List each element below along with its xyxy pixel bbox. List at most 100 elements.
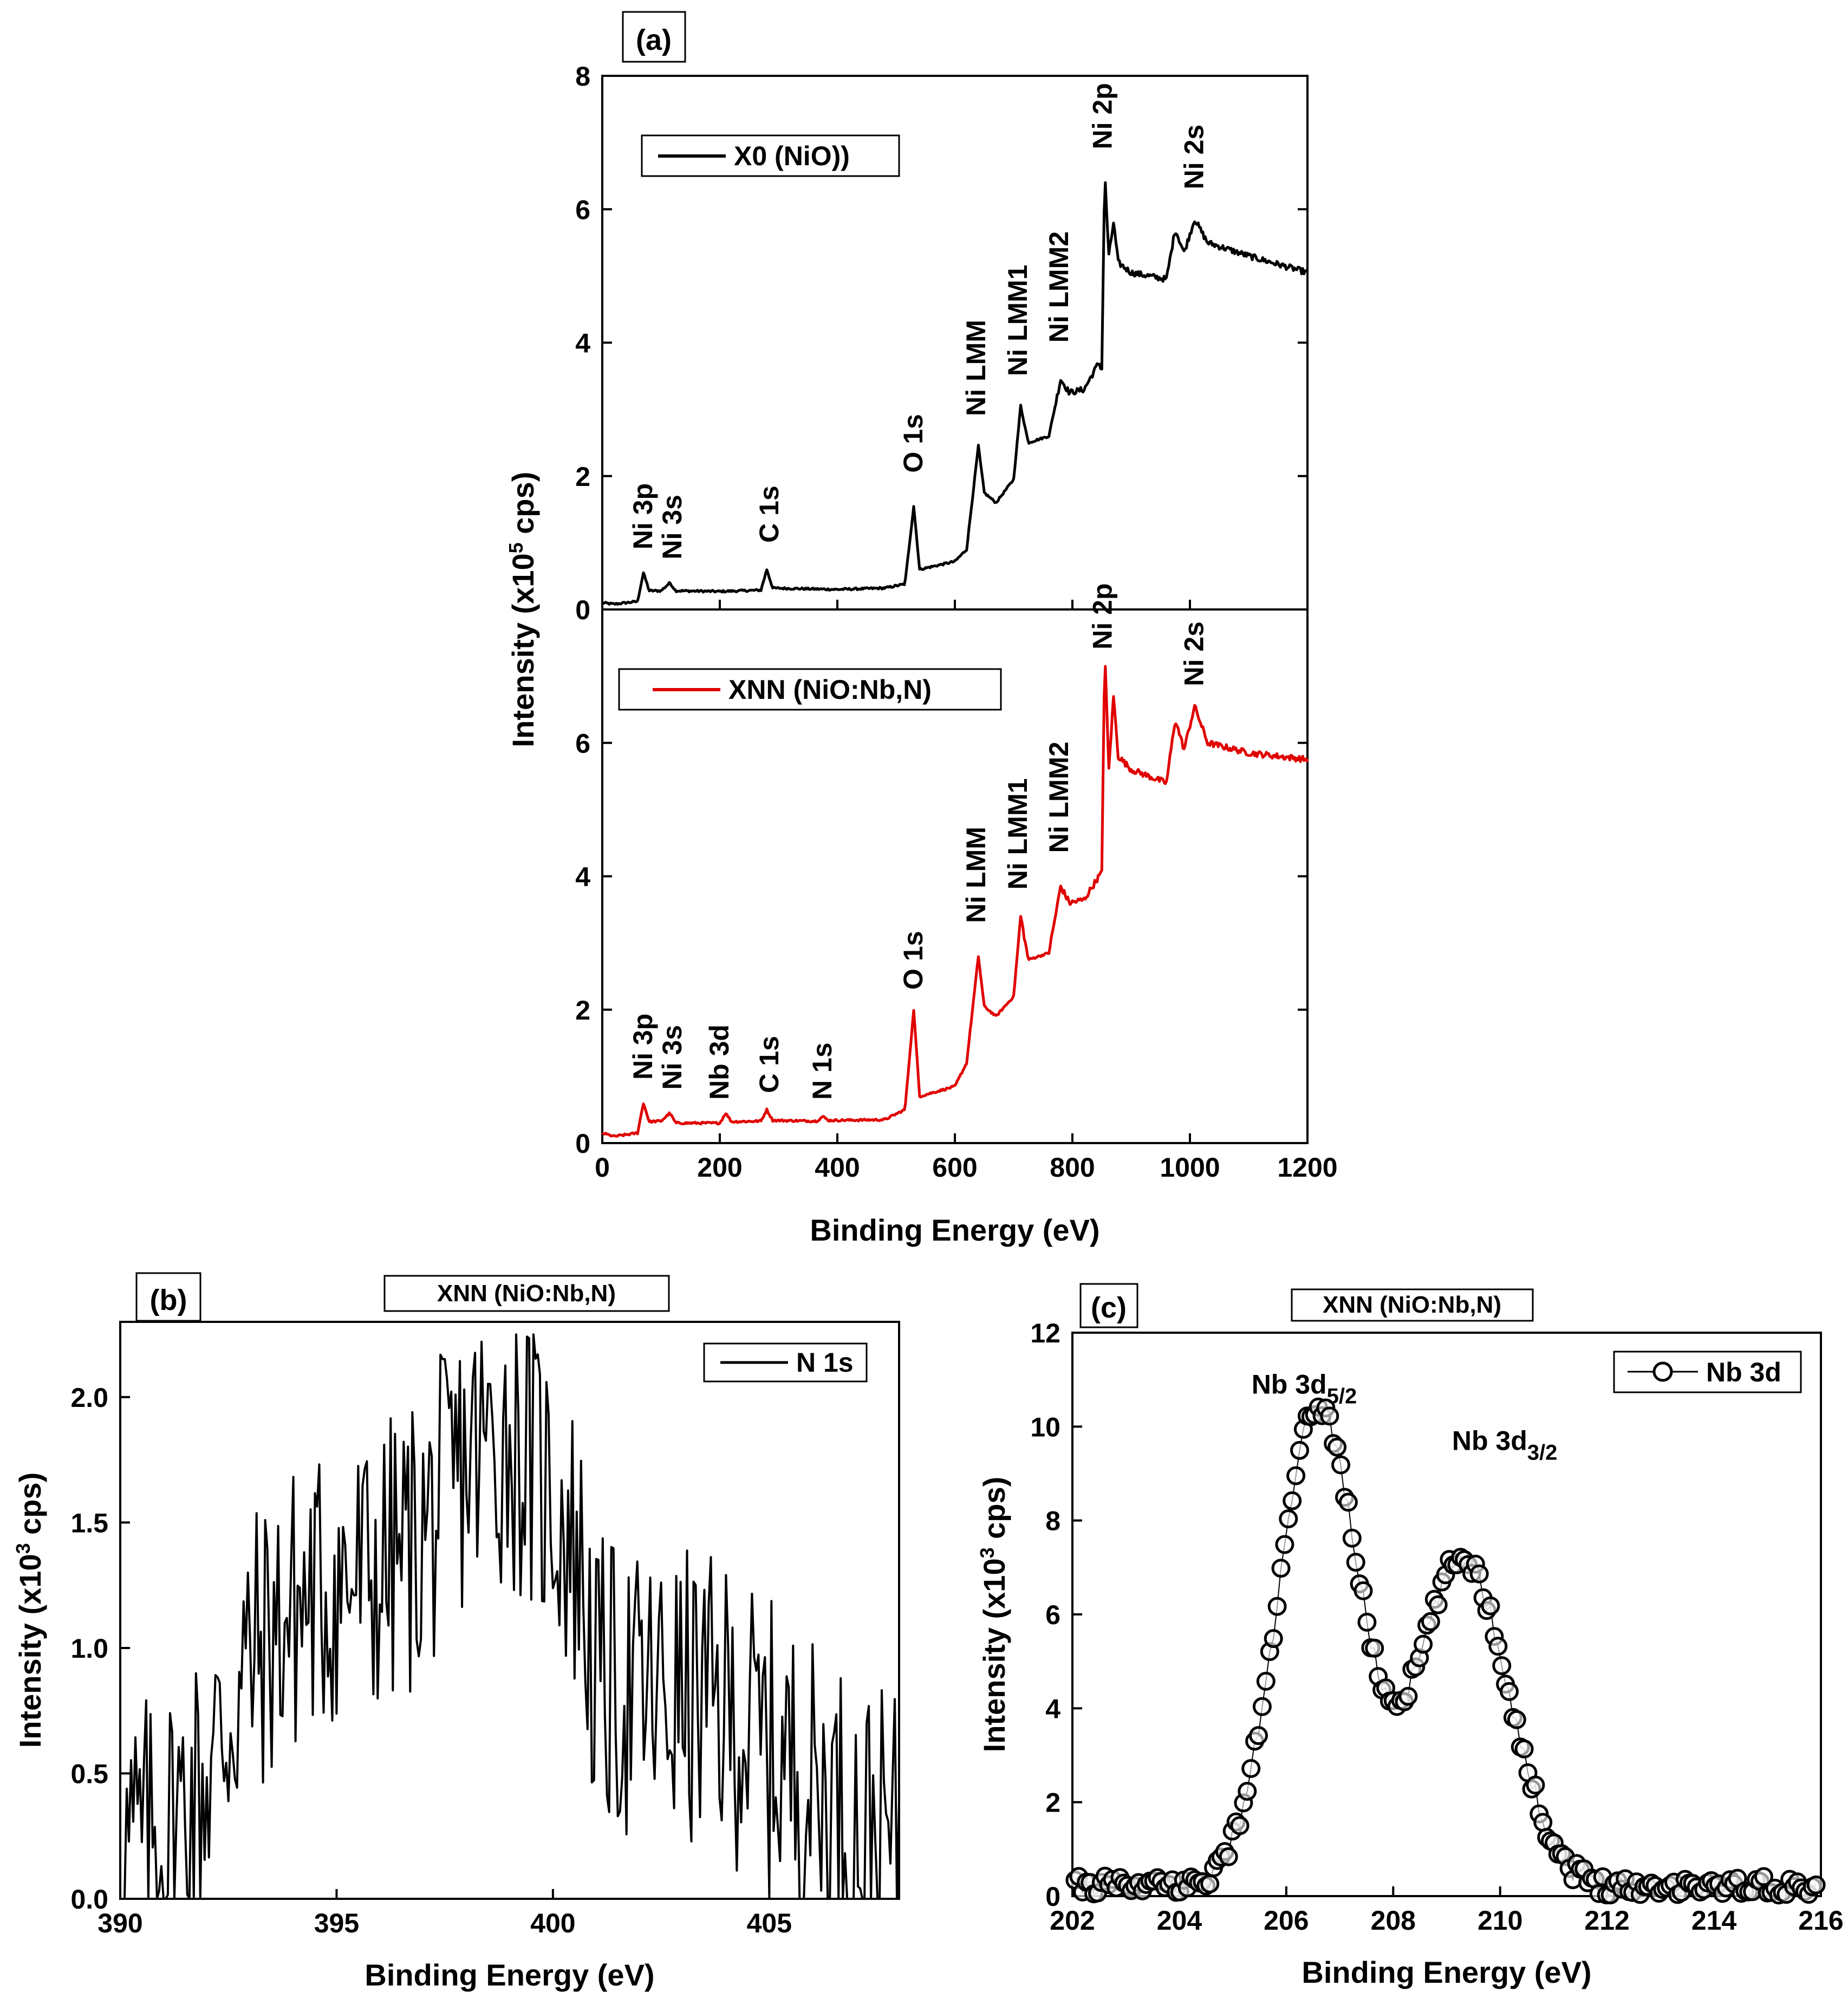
panel-c-ticks: 202 204 206 208 210 212 214 216 0 2 4 6 8 10 12 <box>1030 1318 1843 1936</box>
xnn-spectrum-line <box>601 665 1309 1138</box>
x-tick-label-c-7: 216 <box>1798 1905 1843 1936</box>
nb3d-point-58 <box>1283 1491 1302 1510</box>
legend-xnn: XNN (NiO:Nb,N) <box>618 668 1002 711</box>
nb3d-point-59 <box>1286 1466 1306 1485</box>
panel-a: (a) 0 200 400 600 800 1000 1200 0 2 4 6 8 0 2 4 6 Ni 3p… <box>505 11 1338 1247</box>
nb3d-point-73 <box>1338 1493 1358 1512</box>
legend-x0-label: X0 (NiO)) <box>734 141 850 171</box>
y-tick-label-b-4: 2.0 <box>70 1383 108 1413</box>
x-tick-label-c-3: 208 <box>1371 1905 1416 1936</box>
peak-label-a0-2: C 1s <box>754 485 784 543</box>
panel-b: (b) XNN (NiO:Nb,N) 390 395 400 405 0.0 0.5 1.0… <box>12 1272 900 1992</box>
peak-label-a1-4: N 1s <box>807 1042 837 1100</box>
x-tick-label-a-2: 400 <box>815 1152 860 1183</box>
nb3d-point-70 <box>1328 1437 1347 1457</box>
nb3d-point-118 <box>1507 1710 1526 1729</box>
panel-b-title: XNN (NiO:Nb,N) <box>437 1280 616 1307</box>
nb3d-point-97 <box>1428 1595 1448 1614</box>
x-tick-label-c-1: 204 <box>1157 1905 1202 1936</box>
panel-c-xlabel: Binding Energy (eV) <box>1302 1955 1591 1989</box>
y-tick-label-c-0: 0 <box>1045 1881 1060 1912</box>
y-tick-label-a0-3: 6 <box>575 194 590 225</box>
peak-label-a0-1: Ni 3s <box>657 495 687 560</box>
y-tick-label-a0-2: 4 <box>575 328 590 359</box>
x-tick-label-b-2: 400 <box>530 1908 575 1938</box>
panel-b-ylabel-sup: 3 <box>12 1543 34 1554</box>
peak-label-a1-8: Ni LMM2 <box>1044 742 1074 853</box>
y-tick-label-c-5: 10 <box>1030 1412 1060 1442</box>
panel-b-title-box <box>383 1275 670 1312</box>
nb3d-point-78 <box>1357 1612 1377 1632</box>
peak-label-a0-6: Ni LMM2 <box>1044 231 1074 343</box>
peak-label-a0-5: Ni LMM1 <box>1003 265 1033 377</box>
nb3d-point-74 <box>1342 1528 1362 1548</box>
panel-b-frame <box>119 1321 900 1900</box>
y-tick-label-a1-0: 0 <box>575 1128 590 1159</box>
y-tick-label-b-0: 0.0 <box>70 1884 108 1915</box>
peak-label-a1-6: Ni LMM <box>961 827 991 923</box>
x-tick-label-b-0: 390 <box>97 1908 142 1938</box>
x-tick-label-a-4: 800 <box>1050 1152 1095 1183</box>
panel-b-tag: (b) <box>150 1284 187 1316</box>
x-tick-label-c-6: 214 <box>1691 1905 1737 1936</box>
legend-n1s: N 1s <box>703 1342 868 1383</box>
nb3d-point-36 <box>1200 1874 1220 1893</box>
nb3d-point-114 <box>1492 1656 1512 1676</box>
peak-label-a0-3: O 1s <box>898 414 928 472</box>
x-tick-label-c-5: 212 <box>1584 1905 1629 1936</box>
nb3d-point-51 <box>1256 1671 1276 1691</box>
panel-c-title-box <box>1291 1288 1534 1322</box>
y-tick-label-c-3: 6 <box>1045 1600 1060 1630</box>
peak-label-a0-0: Ni 3p <box>628 483 658 549</box>
panel-a-tag: (a) <box>636 24 672 56</box>
nb3d-point-57 <box>1279 1509 1298 1529</box>
panel-b-ticks: 390 395 400 405 0.0 0.5 1.0 1.5 2.0 <box>70 1383 792 1938</box>
nb3d-point-108 <box>1469 1564 1489 1584</box>
nb3d-point-120 <box>1514 1739 1534 1759</box>
peak-label-a0-7: Ni 2p <box>1087 83 1117 149</box>
nb3d-point-95 <box>1421 1612 1440 1631</box>
peak-label-a0-8: Ni 2s <box>1179 125 1209 190</box>
peak-label-a1-5: O 1s <box>898 931 928 989</box>
peak-annotation-c-0: Nb 3d5/2 <box>1252 1370 1357 1409</box>
panel-c-peak-annotations: Nb 3d5/2 Nb 3d3/2 <box>1252 1370 1558 1465</box>
nb3d-point-89 <box>1398 1686 1418 1706</box>
panel-b-ylabel: Intensity (x103 cps) <box>12 1472 47 1748</box>
nb3d-point-54 <box>1267 1597 1287 1616</box>
peak-label-a1-9: Ni 2p <box>1087 583 1117 650</box>
legend-nb3d-label: Nb 3d <box>1706 1357 1781 1387</box>
y-tick-label-b-2: 1.0 <box>70 1633 108 1664</box>
y-tick-label-b-1: 0.5 <box>70 1759 108 1789</box>
nb3d-point-123 <box>1526 1775 1545 1795</box>
x-tick-label-c-0: 202 <box>1050 1905 1095 1936</box>
y-tick-label-a0-4: 8 <box>575 61 590 92</box>
panel-a-ylabel: Intensity (x105 cps) <box>505 472 540 748</box>
x-tick-label-a-6: 1200 <box>1277 1152 1337 1183</box>
nb3d-point-125 <box>1533 1813 1553 1832</box>
y-tick-label-b-3: 1.5 <box>70 1508 108 1538</box>
y-tick-label-c-4: 8 <box>1045 1506 1060 1536</box>
x-tick-label-a-3: 600 <box>932 1152 977 1183</box>
x-tick-label-a-1: 200 <box>697 1152 742 1183</box>
nb3d-point-93 <box>1414 1634 1433 1654</box>
y-tick-label-a1-3: 6 <box>575 728 590 758</box>
peak-label-a1-7: Ni LMM1 <box>1003 778 1033 890</box>
panel-b-tag-box <box>135 1272 201 1322</box>
nb3d-point-68 <box>1320 1406 1339 1426</box>
nb3d-point-80 <box>1365 1638 1384 1658</box>
n1s-spectrum-line <box>120 1333 900 1900</box>
panel-c-frame <box>1071 1332 1822 1897</box>
nb3d-point-75 <box>1346 1553 1365 1572</box>
nb3d-point-60 <box>1290 1441 1309 1460</box>
panel-b-xlabel: Binding Energy (eV) <box>365 1958 654 1992</box>
x-tick-label-c-4: 210 <box>1478 1905 1522 1936</box>
x-tick-label-a-5: 1000 <box>1160 1152 1220 1183</box>
nb3d-point-113 <box>1488 1637 1508 1656</box>
nb3d-data-points <box>1065 1397 1826 1905</box>
legend-nb3d: Nb 3d <box>1613 1351 1802 1393</box>
x-tick-label-b-1: 395 <box>314 1908 359 1938</box>
y-tick-label-a1-1: 2 <box>575 995 590 1026</box>
y-tick-label-c-2: 4 <box>1045 1693 1060 1724</box>
